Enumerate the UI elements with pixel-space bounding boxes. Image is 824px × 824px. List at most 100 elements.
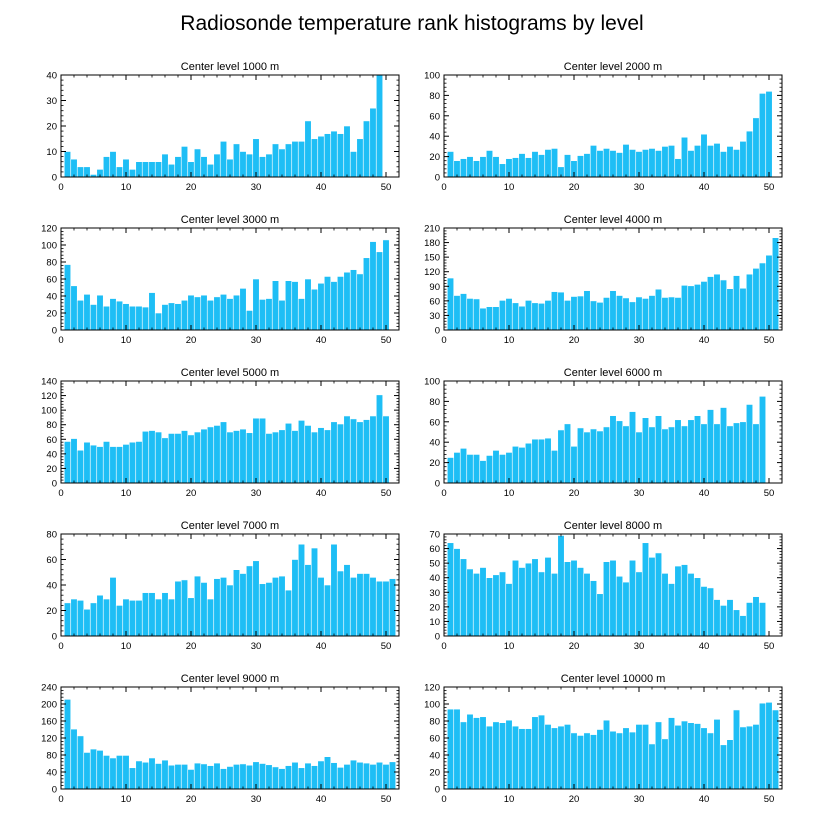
histogram-bar bbox=[310, 288, 319, 331]
histogram-bar bbox=[641, 298, 650, 331]
histogram-bar bbox=[278, 148, 286, 178]
histogram-bar bbox=[297, 767, 306, 790]
panel-title: Center level 2000 m bbox=[564, 61, 662, 73]
histogram-bar bbox=[304, 564, 312, 637]
histogram-bar bbox=[713, 599, 721, 637]
histogram-bar bbox=[648, 743, 656, 790]
histogram-bar bbox=[226, 431, 234, 484]
x-tick-label: 40 bbox=[699, 488, 710, 499]
x-tick-label: 0 bbox=[58, 182, 63, 193]
histogram-bar bbox=[323, 276, 332, 331]
histogram-bar bbox=[193, 762, 202, 790]
histogram-panel: Center level 7000 m 0 20 40 60 80 0 10 20 30 40 50 bbox=[46, 520, 400, 652]
histogram-bar bbox=[265, 433, 273, 484]
histogram-bar bbox=[362, 120, 371, 178]
histogram-bar bbox=[576, 735, 585, 790]
histogram-bar bbox=[446, 457, 455, 484]
histogram-panel: Center level 5000 m 0 20 40 60 80 100 120 140 0 10… bbox=[41, 367, 400, 499]
histogram-bar bbox=[369, 107, 377, 178]
histogram-bar bbox=[232, 764, 241, 790]
histogram-bar bbox=[265, 582, 273, 637]
histogram-bar bbox=[524, 442, 533, 484]
histogram-bar bbox=[739, 421, 747, 484]
histogram-bar bbox=[661, 573, 669, 637]
histogram-bar bbox=[537, 571, 546, 637]
histogram-bar bbox=[524, 300, 533, 331]
histogram-bar bbox=[245, 153, 254, 178]
histogram-bar bbox=[96, 446, 104, 484]
histogram-bar bbox=[654, 721, 663, 790]
histogram-bar bbox=[466, 454, 474, 484]
histogram-bar bbox=[336, 423, 345, 484]
histogram-panel: Center level 2000 m 0 20 40 60 80 100 0 10 20 30 40… bbox=[424, 61, 783, 193]
histogram-bar bbox=[576, 295, 585, 331]
histogram-bar bbox=[206, 426, 215, 484]
histogram-bar bbox=[83, 441, 91, 484]
histogram-bar bbox=[739, 615, 747, 637]
histogram-bar bbox=[674, 158, 682, 178]
histogram-bar bbox=[148, 292, 156, 331]
x-tick-label: 30 bbox=[634, 641, 645, 652]
y-tick-label: 20 bbox=[46, 122, 57, 133]
x-tick-label: 50 bbox=[764, 488, 775, 499]
histogram-bar bbox=[531, 151, 539, 178]
histogram-bar bbox=[271, 577, 280, 637]
histogram-bar bbox=[226, 766, 234, 790]
histogram-bar bbox=[174, 433, 182, 484]
histogram-bar bbox=[485, 455, 494, 484]
histogram-bar bbox=[336, 570, 345, 637]
histogram-bar bbox=[518, 446, 526, 484]
y-tick-label: 120 bbox=[41, 391, 57, 402]
histogram-bar bbox=[466, 568, 474, 637]
histogram-bar bbox=[680, 285, 689, 331]
histogram-bar bbox=[174, 303, 182, 331]
histogram-bar bbox=[382, 415, 390, 484]
x-tick-label: 20 bbox=[186, 335, 197, 346]
histogram-bar bbox=[628, 301, 637, 331]
x-tick-label: 40 bbox=[316, 641, 327, 652]
histogram-bar bbox=[485, 150, 494, 178]
histogram-bar bbox=[667, 426, 676, 484]
histogram-bar bbox=[336, 767, 345, 790]
histogram-bar bbox=[602, 148, 611, 178]
histogram-bar bbox=[297, 420, 306, 484]
histogram-bar bbox=[115, 446, 124, 484]
histogram-bar bbox=[167, 598, 176, 637]
histogram-bar bbox=[375, 761, 384, 790]
histogram-bar bbox=[667, 583, 676, 637]
histogram-bar bbox=[492, 156, 500, 178]
x-tick-label: 40 bbox=[699, 335, 710, 346]
histogram-bar bbox=[239, 428, 247, 484]
histogram-bar bbox=[161, 304, 169, 331]
histogram-bar bbox=[472, 454, 481, 484]
histogram-bar bbox=[706, 276, 715, 331]
histogram-bar bbox=[128, 441, 137, 484]
histogram-bar bbox=[453, 708, 461, 790]
histogram-bar bbox=[148, 757, 156, 790]
histogram-bar bbox=[167, 764, 176, 790]
histogram-bar bbox=[206, 163, 215, 178]
histogram-bar bbox=[648, 295, 656, 331]
histogram-bar bbox=[291, 430, 299, 484]
x-tick-label: 20 bbox=[569, 488, 580, 499]
histogram-bar bbox=[459, 721, 468, 790]
histogram-bar bbox=[752, 596, 760, 637]
histogram-bar bbox=[518, 305, 526, 331]
histogram-bar bbox=[752, 117, 760, 178]
y-tick-label: 120 bbox=[41, 734, 57, 745]
histogram-bar bbox=[135, 305, 143, 331]
histogram-bar bbox=[635, 431, 643, 484]
x-tick-label: 20 bbox=[186, 794, 197, 805]
x-tick-label: 50 bbox=[381, 488, 392, 499]
histogram-bar bbox=[466, 156, 474, 178]
histogram-bar bbox=[680, 564, 689, 637]
histogram-bar bbox=[76, 166, 85, 178]
histogram-bar bbox=[459, 158, 468, 178]
histogram-bar bbox=[615, 575, 624, 637]
y-tick-label: 20 bbox=[429, 602, 440, 613]
histogram-bar bbox=[349, 269, 358, 331]
histogram-bar bbox=[349, 759, 358, 790]
histogram-bar bbox=[291, 141, 299, 178]
histogram-bar bbox=[583, 732, 591, 790]
